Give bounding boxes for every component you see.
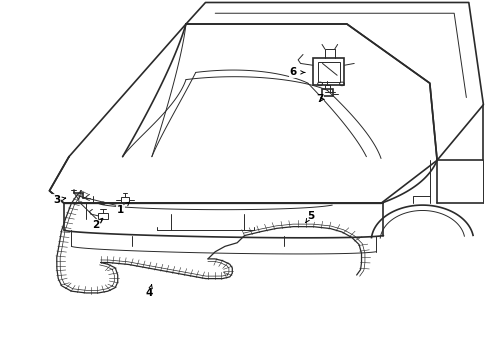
Text: 2: 2	[92, 220, 99, 230]
Bar	[312, 58, 344, 85]
FancyBboxPatch shape	[121, 197, 129, 203]
Text: 6: 6	[289, 67, 296, 77]
Text: 5: 5	[306, 211, 313, 221]
Circle shape	[101, 202, 105, 205]
Text: 3: 3	[53, 195, 61, 205]
Text: 1: 1	[116, 206, 123, 216]
Text: 4: 4	[145, 288, 153, 298]
Bar	[317, 62, 339, 82]
Text: 7: 7	[316, 94, 323, 104]
FancyBboxPatch shape	[98, 213, 108, 219]
Bar	[321, 89, 332, 96]
